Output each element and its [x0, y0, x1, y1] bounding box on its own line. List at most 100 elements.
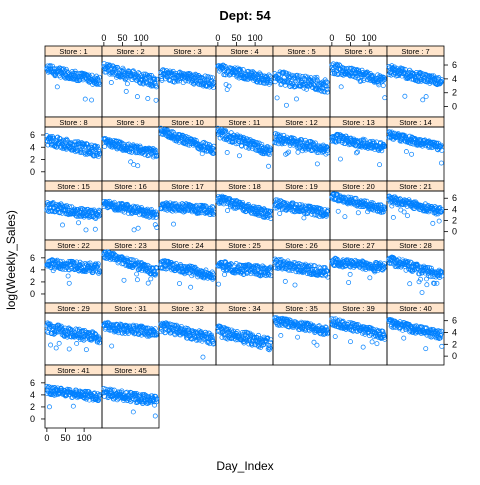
x-axis-label: Day_Index: [216, 459, 273, 473]
y-tick-label: 4: [452, 74, 457, 84]
panel-store-25: Store : 25: [216, 240, 273, 303]
data-point: [124, 89, 128, 93]
data-point: [421, 98, 425, 102]
data-point: [302, 216, 306, 220]
panel-store-16: Store : 16: [102, 181, 159, 240]
data-point: [132, 228, 136, 232]
strip-label: Store : 39: [342, 304, 375, 313]
panel-store-7: Store : 7: [387, 46, 444, 117]
data-point: [347, 280, 351, 284]
data-point: [278, 211, 282, 215]
data-point: [266, 164, 270, 168]
strip-label: Store : 15: [57, 182, 90, 191]
data-point: [93, 227, 97, 231]
panel-store-23: Store : 23: [102, 240, 159, 303]
strip-label: Store : 25: [228, 241, 261, 250]
data-point: [284, 103, 288, 107]
panel-store-24: Store : 24: [159, 240, 216, 303]
data-point: [84, 228, 88, 232]
data-point: [48, 343, 52, 347]
panel-store-17: Store : 17: [159, 181, 216, 240]
data-point: [67, 281, 71, 285]
panel-store-2: Store : 2: [102, 46, 159, 117]
data-point: [225, 150, 229, 154]
chart-title: Dept: 54: [219, 8, 271, 23]
data-point: [403, 94, 407, 98]
data-point: [368, 276, 372, 280]
strip-label: Store : 23: [114, 241, 147, 250]
strip-label: Store : 17: [171, 182, 204, 191]
data-point: [83, 97, 87, 101]
y-tick-label: 0: [30, 167, 35, 177]
panel-store-20: Store : 20: [330, 181, 387, 240]
x-tick-label: 50: [345, 33, 355, 43]
strip-label: Store : 31: [114, 304, 147, 313]
data-point: [404, 149, 408, 153]
data-point: [361, 345, 365, 349]
panel-store-9: Store : 9: [102, 117, 159, 181]
strip-label: Store : 3: [173, 47, 201, 56]
y-tick-label: 2: [452, 216, 457, 226]
strip-label: Store : 26: [285, 241, 318, 250]
data-point: [343, 215, 347, 219]
data-point: [356, 211, 360, 215]
panel-store-19: Store : 19: [273, 181, 330, 240]
strip-label: Store : 6: [344, 47, 372, 56]
data-point: [339, 85, 343, 89]
data-point: [84, 348, 88, 352]
data-point: [54, 346, 58, 350]
strip-label: Store : 1: [59, 47, 87, 56]
data-point: [279, 333, 283, 337]
strip-label: Store : 11: [229, 118, 261, 127]
data-point: [355, 150, 359, 154]
y-tick-label: 2: [30, 277, 35, 287]
strip-label: Store : 27: [342, 241, 375, 250]
strip-label: Store : 13: [342, 118, 375, 127]
panel-store-3: Store : 3: [159, 46, 216, 117]
panel-store-29: Store : 29: [45, 303, 102, 365]
data-point: [75, 341, 79, 345]
data-point: [348, 272, 352, 276]
data-point: [283, 279, 287, 283]
panel-frame: [102, 313, 159, 365]
panel-store-35: Store : 35: [273, 303, 330, 365]
data-point: [439, 161, 443, 165]
panel-store-11: Store : 11: [216, 117, 273, 181]
data-point: [424, 94, 428, 98]
panel-store-39: Store : 39: [330, 303, 387, 365]
strip-label: Store : 7: [401, 47, 429, 56]
data-point: [315, 162, 319, 166]
panel-store-18: Store : 18: [216, 181, 273, 240]
panel-store-6: Store : 6: [330, 46, 387, 117]
data-point: [149, 277, 153, 281]
data-point: [293, 283, 297, 287]
data-point: [110, 344, 114, 348]
data-point: [109, 80, 113, 84]
y-tick-label: 0: [30, 289, 35, 299]
data-point: [189, 285, 193, 289]
strip-label: Store : 4: [230, 47, 258, 56]
data-point: [338, 157, 342, 161]
y-tick-label: 0: [452, 227, 457, 237]
data-point: [146, 281, 150, 285]
data-point: [225, 208, 229, 212]
data-point: [377, 163, 381, 167]
y-tick-label: 6: [452, 193, 457, 203]
data-point: [409, 152, 413, 156]
panel-store-15: Store : 15: [45, 181, 102, 240]
panel-store-31: Store : 31: [102, 303, 159, 365]
data-point: [315, 343, 319, 347]
data-point: [55, 85, 59, 89]
panel-store-4: Store : 4: [216, 46, 273, 117]
data-point: [201, 355, 205, 359]
data-point: [146, 96, 150, 100]
data-point: [66, 274, 70, 278]
x-tick-label: 100: [362, 33, 377, 43]
x-tick-label: 100: [134, 33, 149, 43]
data-point: [76, 221, 80, 225]
data-point: [135, 272, 139, 276]
data-point: [136, 226, 140, 230]
panel-store-26: Store : 26: [273, 240, 330, 303]
y-tick-label: 2: [452, 88, 457, 98]
panel-store-13: Store : 13: [330, 117, 387, 181]
